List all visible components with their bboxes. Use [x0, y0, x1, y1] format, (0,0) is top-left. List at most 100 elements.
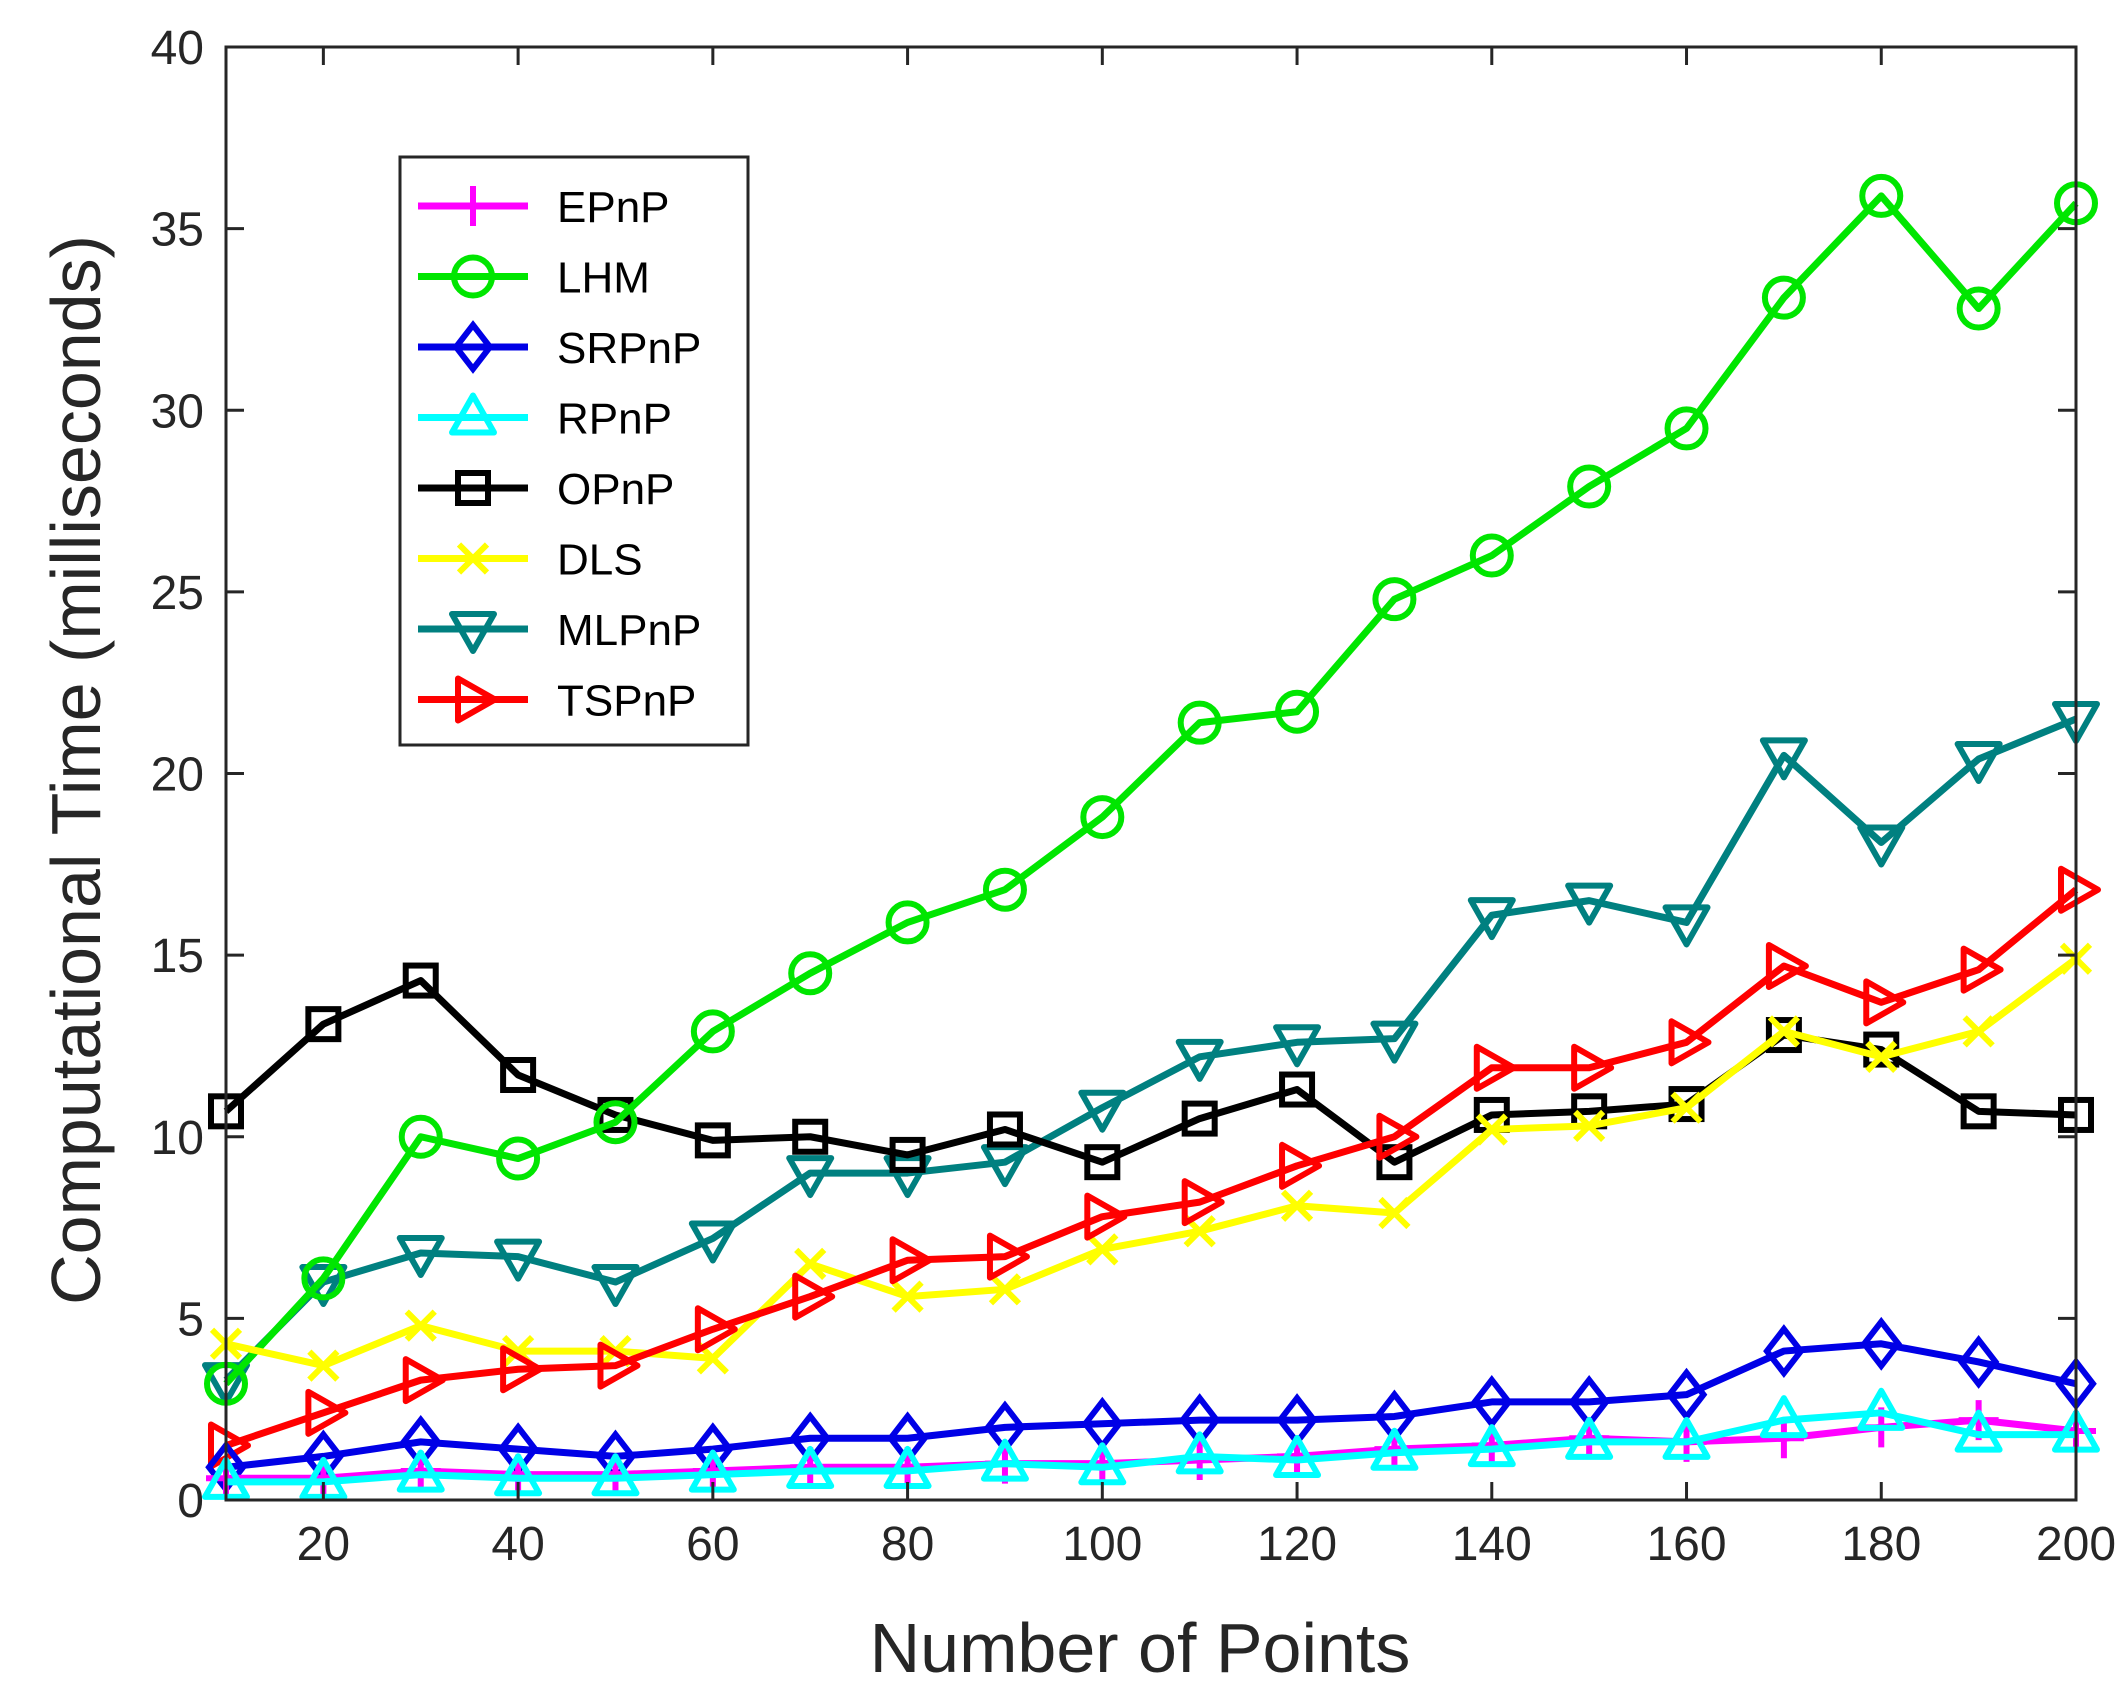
data-point-mlpnp — [1759, 737, 1808, 781]
data-point-opnp — [1084, 1144, 1121, 1181]
data-point-opnp — [1668, 1086, 1705, 1123]
data-point-dls — [1280, 1189, 1314, 1222]
data-point-rpnp — [980, 1438, 1029, 1482]
data-point-tspnp — [889, 1236, 933, 1285]
data-point-lhm — [1080, 795, 1125, 840]
data-point-lhm — [1664, 406, 1709, 451]
data-point-rpnp — [1759, 1395, 1808, 1439]
data-point-lhm — [788, 951, 833, 996]
data-point-mlpnp — [1175, 1038, 1224, 1082]
data-point-srpnp — [1470, 1375, 1513, 1429]
legend-item-lhm: LHM — [418, 254, 650, 303]
y-tick-label: 30 — [151, 385, 204, 438]
y-tick-label: 15 — [151, 930, 204, 983]
legend-marker-opnp — [455, 470, 491, 506]
y-tick-label: 40 — [151, 22, 204, 75]
legend-marker-tspnp — [455, 675, 498, 724]
y-tick-label: 25 — [151, 567, 204, 620]
data-point-lhm — [982, 867, 1027, 912]
data-point-opnp — [694, 1122, 731, 1159]
data-point-tspnp — [402, 1356, 446, 1405]
data-point-mlpnp — [1565, 882, 1614, 926]
data-point-lhm — [1761, 275, 1806, 320]
legend-box — [398, 155, 750, 747]
data-point-opnp — [1181, 1100, 1218, 1137]
data-point-dls — [1086, 1233, 1119, 1266]
x-tick-label: 120 — [1257, 1518, 1337, 1571]
legend-marker-mlpnp — [449, 611, 497, 654]
series-line-mlpnp — [223, 715, 2078, 1383]
data-point-rpnp — [591, 1453, 640, 1497]
series-dls — [209, 942, 2093, 1382]
data-point-rpnp — [1857, 1387, 1906, 1431]
legend-marker-dls — [456, 542, 490, 575]
legend-item-epnp: EPnP — [418, 183, 670, 232]
data-point-rpnp — [1273, 1435, 1322, 1479]
data-point-tspnp — [597, 1341, 641, 1390]
x-tick-label: 100 — [1062, 1518, 1142, 1571]
legend: EPnP LHM SRPnP RPnP OPnP DLS MLPnP TSPnP — [398, 155, 750, 747]
data-point-tspnp — [1473, 1043, 1517, 1092]
data-point-dls — [1767, 1015, 1801, 1048]
series-layer — [202, 173, 2101, 1500]
data-point-dls — [307, 1349, 340, 1382]
legend-label-dls: DLS — [557, 536, 643, 585]
data-point-mlpnp — [591, 1264, 640, 1308]
x-tick-label: 40 — [491, 1518, 544, 1571]
data-point-opnp — [1279, 1071, 1316, 1108]
data-point-lhm — [1275, 689, 1320, 734]
data-point-mlpnp — [1273, 1024, 1322, 1068]
legend-marker-rpnp — [449, 392, 497, 436]
data-point-dls — [1670, 1091, 1703, 1124]
data-point-mlpnp — [1370, 1020, 1419, 1064]
data-point-lhm — [301, 1256, 346, 1301]
legend-label-rpnp: RPnP — [557, 395, 672, 444]
legend-item-tspnp: TSPnP — [418, 675, 696, 726]
data-point-dls — [891, 1280, 924, 1313]
data-point-srpnp — [1957, 1335, 2000, 1389]
data-point-rpnp — [1175, 1431, 1224, 1475]
data-point-lhm — [1372, 577, 1417, 622]
data-point-opnp — [792, 1118, 829, 1155]
data-point-tspnp — [1181, 1178, 1225, 1227]
legend-label-lhm: LHM — [557, 254, 650, 303]
data-point-tspnp — [1279, 1141, 1323, 1190]
y-tick-label: 35 — [151, 204, 204, 257]
x-tick-label: 160 — [1646, 1518, 1726, 1571]
data-point-tspnp — [1863, 978, 1907, 1027]
data-point-lhm — [593, 1100, 638, 1145]
data-point-dls — [404, 1309, 437, 1342]
data-point-mlpnp — [688, 1220, 737, 1264]
y-tick-label: 10 — [151, 1112, 204, 1165]
data-point-tspnp — [986, 1232, 1030, 1281]
data-point-mlpnp — [1467, 897, 1516, 941]
data-point-rpnp — [1370, 1427, 1419, 1471]
data-point-dls — [1475, 1113, 1508, 1146]
legend-marker-epnp — [453, 186, 493, 226]
data-point-opnp — [500, 1056, 537, 1093]
y-tick-label: 0 — [177, 1475, 204, 1528]
data-point-srpnp — [1763, 1324, 1805, 1378]
legend-label-srpnp: SRPnP — [557, 324, 701, 373]
data-point-dls — [1573, 1109, 1606, 1142]
data-point-rpnp — [396, 1449, 445, 1493]
data-point-dls — [988, 1273, 1022, 1306]
legend-item-srpnp: SRPnP — [418, 320, 701, 374]
data-point-dls — [1378, 1196, 1411, 1230]
data-point-mlpnp — [1954, 740, 2003, 784]
data-point-rpnp — [1565, 1416, 1614, 1460]
data-point-lhm — [1859, 173, 1904, 218]
data-point-mlpnp — [1857, 824, 1906, 868]
data-point-tspnp — [1668, 1018, 1712, 1067]
y-axis-title: Computational Time (milliseconds) — [37, 235, 115, 1305]
data-point-dls — [1865, 1040, 1898, 1073]
data-point-lhm — [1469, 533, 1514, 578]
data-point-tspnp — [1084, 1192, 1128, 1241]
data-point-opnp — [1960, 1093, 1997, 1130]
data-point-lhm — [398, 1114, 443, 1159]
data-point-lhm — [1177, 700, 1222, 745]
data-point-lhm — [1956, 286, 2001, 331]
legend-item-dls: DLS — [418, 536, 643, 585]
x-tick-label: 200 — [2036, 1518, 2116, 1571]
